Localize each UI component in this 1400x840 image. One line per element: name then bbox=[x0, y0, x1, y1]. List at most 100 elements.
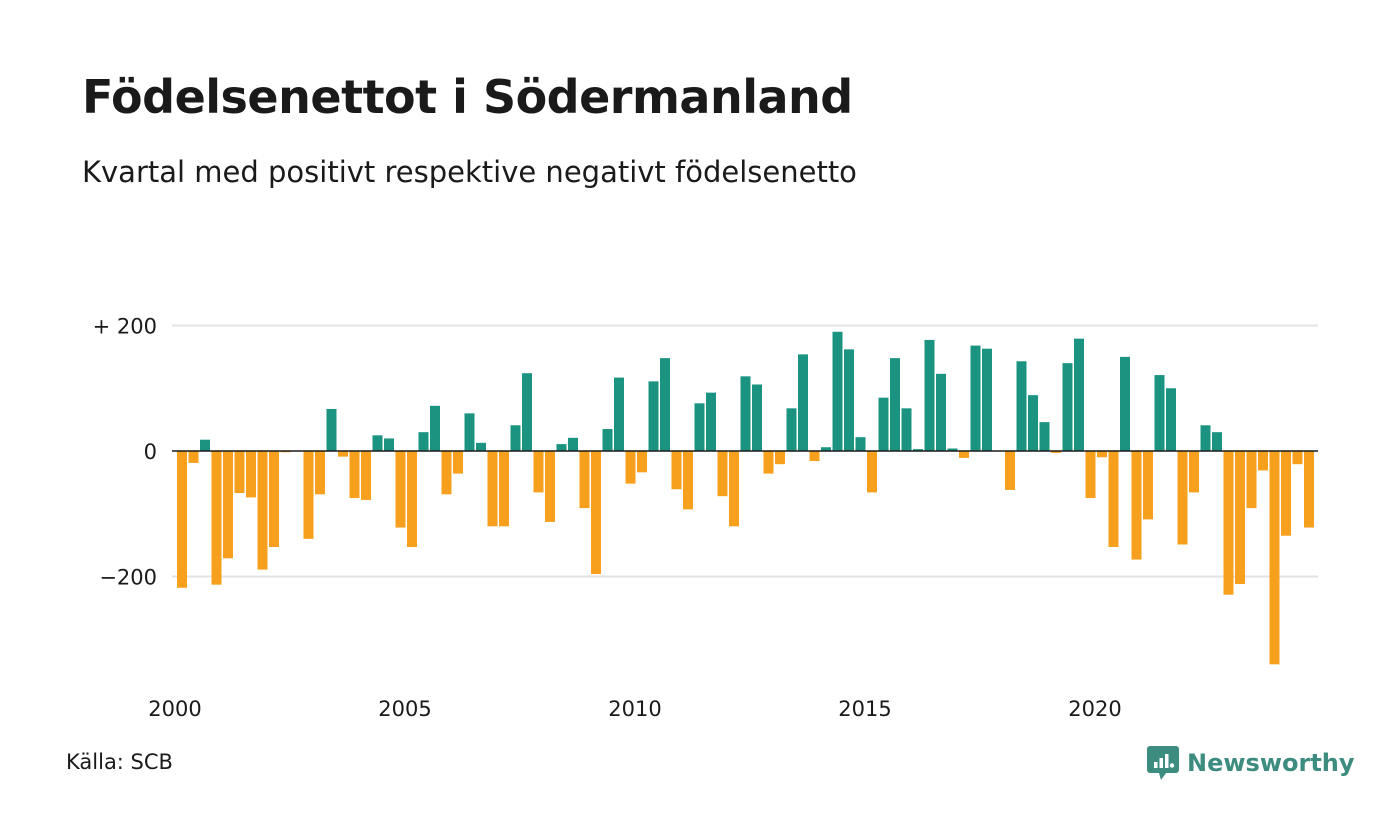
brand-name: Newsworthy bbox=[1187, 749, 1355, 777]
bar-2013-q1 bbox=[775, 451, 785, 465]
bar-2012-q2 bbox=[740, 376, 751, 451]
bar-2002-q1 bbox=[269, 451, 279, 548]
bar-2021-q3 bbox=[1166, 388, 1176, 451]
bar-2012-q1 bbox=[729, 451, 739, 527]
bar-2004-q4 bbox=[395, 451, 406, 528]
bar-2007-q1 bbox=[499, 451, 509, 527]
bar-2022-q3 bbox=[1212, 432, 1222, 451]
bar-2004-q1 bbox=[361, 451, 371, 500]
bar-2010-q4 bbox=[671, 451, 682, 490]
brand-logo: Newsworthy bbox=[1147, 743, 1355, 783]
bar-2000-q4 bbox=[211, 451, 222, 585]
bar-2011-q4 bbox=[717, 451, 728, 497]
bar-2007-q4 bbox=[533, 451, 544, 493]
bar-2011-q3 bbox=[706, 392, 716, 451]
bar-2007-q2 bbox=[510, 425, 521, 451]
x-tick-label: 2020 bbox=[1068, 697, 1121, 721]
bar-2020-q1 bbox=[1097, 451, 1107, 458]
bar-2022-q2 bbox=[1200, 425, 1211, 451]
bar-2003-q3 bbox=[338, 451, 348, 457]
bar-2008-q3 bbox=[568, 437, 578, 451]
bar-2004-q2 bbox=[372, 435, 383, 451]
bar-2006-q1 bbox=[453, 451, 463, 474]
bar-2005-q2 bbox=[418, 432, 429, 451]
bar-2021-q1 bbox=[1143, 451, 1153, 520]
bar-2004-q3 bbox=[384, 438, 394, 451]
bar-2008-q2 bbox=[556, 444, 567, 451]
bar-2000-q2 bbox=[188, 451, 199, 463]
y-tick-label: 0 bbox=[144, 440, 157, 464]
x-tick-label: 2000 bbox=[148, 697, 201, 721]
bar-2016-q1 bbox=[913, 449, 923, 451]
bar-2009-q2 bbox=[602, 429, 613, 451]
bar-2019-q3 bbox=[1074, 338, 1084, 451]
bar-2005-q1 bbox=[407, 451, 417, 548]
bar-2009-q4 bbox=[625, 451, 636, 484]
bar-2018-q2 bbox=[1016, 361, 1027, 451]
bar-2017-q3 bbox=[982, 348, 992, 451]
bar-2001-q2 bbox=[234, 451, 245, 494]
bar-2005-q3 bbox=[430, 405, 440, 451]
newsworthy-icon bbox=[1147, 746, 1179, 780]
bars bbox=[177, 331, 1314, 665]
bar-2019-q4 bbox=[1085, 451, 1096, 499]
bar-2003-q2 bbox=[326, 408, 337, 451]
y-axis-labels: + 200 0 −200 bbox=[93, 315, 157, 590]
bar-2017-q2 bbox=[970, 345, 981, 451]
bar-2018-q1 bbox=[1005, 451, 1015, 490]
bar-2012-q4 bbox=[763, 451, 774, 474]
bar-2010-q2 bbox=[648, 381, 659, 451]
bar-2008-q4 bbox=[579, 451, 590, 509]
bar-2015-q4 bbox=[901, 408, 912, 451]
bar-2009-q1 bbox=[591, 451, 601, 574]
bar-2014-q4 bbox=[855, 437, 866, 451]
bar-2014-q3 bbox=[844, 349, 854, 451]
bar-2023-q3 bbox=[1258, 451, 1268, 471]
bar-2016-q4 bbox=[947, 448, 958, 451]
bar-2022-q4 bbox=[1223, 451, 1234, 595]
x-tick-label: 2005 bbox=[378, 697, 431, 721]
bar-2013-q4 bbox=[809, 451, 820, 462]
source-note: Källa: SCB bbox=[66, 750, 173, 774]
bar-2020-q4 bbox=[1131, 451, 1142, 560]
bar-2022-q1 bbox=[1189, 451, 1199, 493]
bar-2024-q3 bbox=[1304, 451, 1314, 528]
bar-2014-q2 bbox=[832, 331, 843, 451]
bar-2009-q3 bbox=[614, 377, 624, 451]
bar-2016-q3 bbox=[936, 373, 946, 451]
bar-2006-q3 bbox=[476, 442, 486, 451]
bar-2010-q1 bbox=[637, 451, 647, 473]
bar-2010-q3 bbox=[660, 358, 670, 451]
bar-2015-q3 bbox=[890, 358, 900, 451]
bar-2018-q4 bbox=[1039, 422, 1050, 451]
bar-2023-q2 bbox=[1246, 451, 1257, 509]
bar-2015-q1 bbox=[867, 451, 877, 493]
bar-2017-q1 bbox=[959, 451, 969, 458]
bar-2013-q2 bbox=[786, 408, 797, 451]
bar-2002-q4 bbox=[303, 451, 314, 539]
bar-2003-q1 bbox=[315, 451, 325, 495]
y-tick-label: + 200 bbox=[93, 315, 157, 339]
x-tick-label: 2015 bbox=[838, 697, 891, 721]
bar-2007-q3 bbox=[522, 373, 532, 451]
bar-2000-q1 bbox=[177, 451, 187, 588]
chart-title: Födelsenettot i Södermanland bbox=[82, 70, 853, 124]
bar-2019-q2 bbox=[1062, 363, 1073, 451]
bar-2001-q4 bbox=[257, 451, 268, 570]
bar-2006-q2 bbox=[464, 413, 475, 451]
bar-2019-q1 bbox=[1051, 451, 1061, 453]
bar-2001-q3 bbox=[246, 451, 256, 498]
bar-2023-q1 bbox=[1235, 451, 1245, 585]
bar-2018-q3 bbox=[1028, 395, 1038, 451]
x-tick-label: 2010 bbox=[608, 697, 661, 721]
bar-2015-q2 bbox=[878, 397, 889, 451]
chart-subtitle: Kvartal med positivt respektive negativt… bbox=[82, 155, 857, 189]
bar-2016-q2 bbox=[924, 339, 935, 451]
bar-2023-q4 bbox=[1269, 451, 1280, 665]
bar-2013-q3 bbox=[798, 354, 808, 451]
bar-2014-q1 bbox=[821, 447, 831, 451]
bar-2005-q4 bbox=[441, 451, 452, 495]
bar-2011-q2 bbox=[694, 403, 705, 451]
x-axis-labels: 2000 2005 2010 2015 2020 bbox=[148, 697, 1121, 721]
